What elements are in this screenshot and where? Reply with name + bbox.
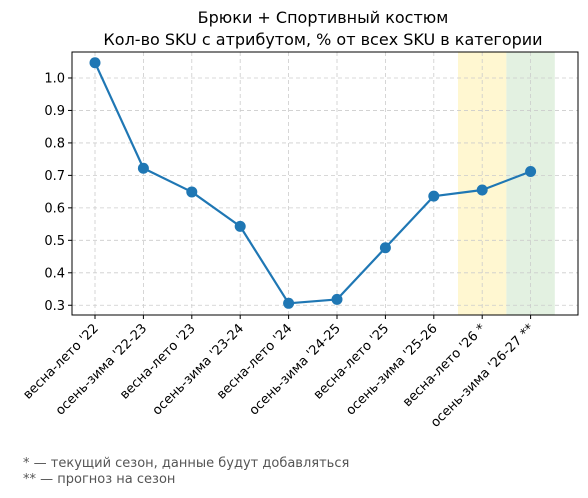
data-point — [331, 293, 343, 305]
data-point — [137, 162, 149, 174]
series-layer — [89, 57, 537, 309]
y-tick-label: 0.6 — [44, 201, 65, 216]
x-tick-label: осень-зима '24-25 — [247, 321, 344, 418]
data-point — [476, 184, 488, 196]
data-point — [525, 165, 537, 177]
grid-lines — [72, 52, 578, 315]
footnote-current-season: * — текущий сезон, данные будут добавлят… — [23, 456, 350, 471]
y-tick-label: 1.0 — [44, 71, 65, 86]
data-point — [89, 57, 101, 69]
footnote-forecast: ** — прогноз на сезон — [23, 472, 176, 487]
y-tick-label: 0.5 — [44, 234, 65, 249]
data-point — [428, 190, 440, 202]
footnotes: * — текущий сезон, данные будут добавлят… — [23, 456, 349, 488]
chart-title: Брюки + Спортивный костюм Кол-во SKU с ат… — [103, 8, 542, 49]
chart-title-line: Брюки + Спортивный костюм — [198, 8, 449, 27]
series-line — [94, 62, 531, 305]
y-tick-label: 0.4 — [44, 266, 65, 281]
x-tick-label: осень-зима '23-24 — [150, 321, 247, 418]
x-tick-label: осень-зима '25-26 — [343, 321, 440, 418]
data-point — [234, 220, 246, 232]
x-tick-label: весна-лето '26 * — [400, 321, 489, 410]
highlight-regions — [458, 52, 555, 315]
highlight-region — [506, 52, 555, 315]
x-tick-label: осень-зима '22-23 — [53, 321, 150, 418]
y-tick-label: 0.7 — [44, 169, 65, 184]
data-point — [379, 242, 391, 254]
data-point — [186, 186, 198, 198]
plot-frame — [71, 51, 579, 316]
y-tick-label: 0.3 — [44, 299, 65, 314]
y-tick-label: 0.8 — [44, 136, 65, 151]
chart-title-line: Кол-во SKU с атрибутом, % от всех SKU в … — [103, 30, 542, 49]
y-tick-label: 0.9 — [44, 104, 65, 119]
data-point — [283, 297, 295, 309]
